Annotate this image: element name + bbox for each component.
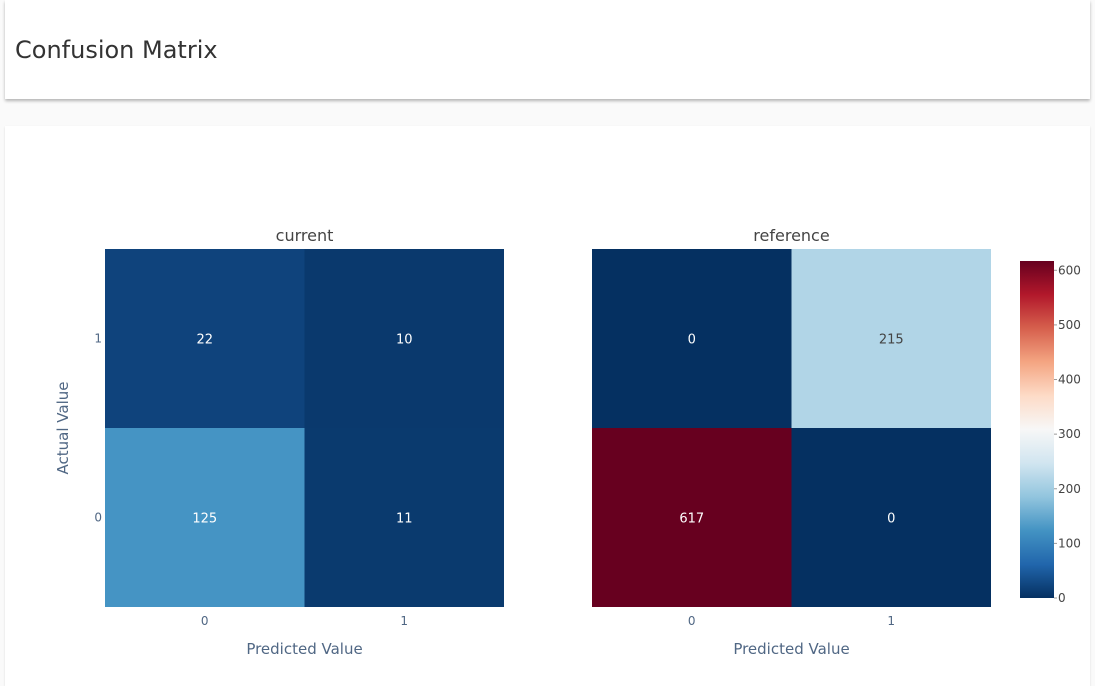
cell-value-label: 0 <box>688 333 696 348</box>
cell-value-label: 617 <box>679 512 704 527</box>
x-tick-label: 1 <box>400 614 408 628</box>
x-tick-label: 0 <box>201 614 209 628</box>
heatmap-cell-reference-1-1[interactable] <box>791 249 992 428</box>
cell-value-label: 10 <box>396 333 413 348</box>
heatmap-cell-current-0-0[interactable] <box>105 428 305 607</box>
colorbar-tick-label: 400 <box>1058 373 1081 387</box>
colorbar-tick-label: 300 <box>1058 427 1081 441</box>
heatmap-cell-current-1-1[interactable] <box>304 249 505 428</box>
cell-value-label: 0 <box>887 512 895 527</box>
panel-title-current: current <box>276 226 334 245</box>
cell-value-label: 125 <box>192 512 217 527</box>
panel-title-reference: reference <box>753 226 829 245</box>
header-card: Confusion Matrix <box>5 0 1090 99</box>
cell-value-label: 215 <box>879 333 904 348</box>
x-axis-label: Predicted Value <box>246 640 362 658</box>
page-title: Confusion Matrix <box>15 36 218 64</box>
colorbar-tick-label: 0 <box>1058 591 1066 605</box>
colorbar-tick-label: 500 <box>1058 318 1081 332</box>
heatmap-cell-reference-0-1[interactable] <box>791 428 992 607</box>
colorbar-tick-label: 100 <box>1058 536 1081 550</box>
x-tick-label: 1 <box>887 614 895 628</box>
heatmap-cell-reference-1-0[interactable] <box>592 249 792 428</box>
colorbar-tick-label: 600 <box>1058 263 1081 277</box>
heatmap-cell-current-0-1[interactable] <box>304 428 505 607</box>
x-axis-label: Predicted Value <box>733 640 849 658</box>
x-tick-label: 0 <box>688 614 696 628</box>
y-axis-label: Actual Value <box>54 382 72 475</box>
heatmap-cell-current-1-0[interactable] <box>105 249 305 428</box>
cell-value-label: 11 <box>396 512 413 527</box>
colorbar <box>1020 261 1054 598</box>
heatmap-cell-reference-0-0[interactable] <box>592 428 792 607</box>
y-tick-label: 0 <box>94 511 102 525</box>
colorbar-tick-label: 200 <box>1058 482 1081 496</box>
y-tick-label: 1 <box>94 332 102 346</box>
cell-value-label: 22 <box>196 333 213 348</box>
